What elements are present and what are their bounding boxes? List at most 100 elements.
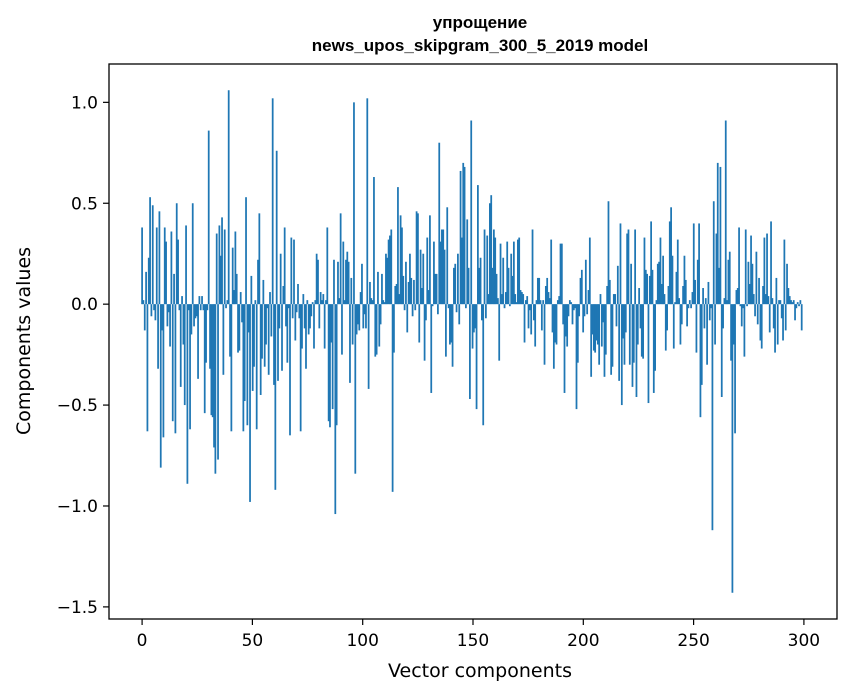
bar <box>718 267 720 305</box>
bar <box>145 271 147 305</box>
bar <box>459 170 462 305</box>
bar <box>463 166 466 305</box>
bar <box>562 304 565 325</box>
bar <box>362 304 365 329</box>
bar <box>672 304 675 349</box>
bar <box>619 223 622 305</box>
bar <box>155 227 158 305</box>
bar <box>326 227 329 305</box>
bar <box>779 300 782 305</box>
bar <box>469 304 471 400</box>
bar <box>337 261 339 305</box>
bar <box>599 294 602 305</box>
bar <box>499 243 502 305</box>
chart-subtitle: news_upos_skipgram_300_5_2019 model <box>312 36 648 55</box>
bar <box>503 304 506 309</box>
bar <box>473 304 475 333</box>
bar <box>648 275 651 305</box>
bar <box>290 237 293 305</box>
bar <box>285 304 287 327</box>
bar <box>462 162 465 305</box>
chart-title: упрощение <box>433 13 527 32</box>
bar <box>230 304 233 432</box>
bar <box>646 273 648 305</box>
bar <box>307 304 310 335</box>
bar <box>450 304 453 343</box>
bar <box>262 279 265 305</box>
bar <box>217 304 219 460</box>
bar <box>174 304 177 434</box>
bar <box>309 304 311 329</box>
bar <box>451 304 454 367</box>
bar <box>143 304 146 331</box>
bar <box>305 304 307 369</box>
bar <box>349 304 351 383</box>
bar <box>206 304 209 311</box>
bar <box>563 304 566 393</box>
bar <box>634 229 637 305</box>
bar <box>667 286 670 305</box>
bar <box>783 239 786 305</box>
bar <box>567 304 570 317</box>
bar <box>354 304 357 474</box>
bar <box>150 304 153 317</box>
bar <box>378 304 381 347</box>
bar <box>520 292 523 305</box>
bar <box>267 304 270 375</box>
bar <box>508 304 511 307</box>
x-tick-label: 100 <box>346 631 378 651</box>
bar <box>579 277 582 305</box>
bar <box>763 237 766 305</box>
bar <box>656 263 659 305</box>
bar <box>426 237 429 305</box>
bar <box>158 211 161 305</box>
x-tick-label: 150 <box>457 631 489 651</box>
bar <box>258 213 261 305</box>
bar <box>728 251 731 305</box>
bar <box>654 304 656 371</box>
bar <box>594 304 597 353</box>
y-tick-label: −0.5 <box>57 396 98 416</box>
bar <box>755 251 758 305</box>
bar <box>620 304 623 406</box>
bar <box>507 267 510 305</box>
bar <box>269 292 271 305</box>
bar <box>489 203 491 305</box>
bar <box>186 304 189 484</box>
bar <box>588 237 591 305</box>
bar <box>710 304 712 309</box>
bar <box>255 304 258 430</box>
bar <box>210 304 213 416</box>
bar <box>273 304 275 385</box>
bar <box>157 304 159 369</box>
bar <box>355 304 358 335</box>
bar <box>572 304 575 311</box>
bar <box>696 259 699 305</box>
bar <box>720 304 723 397</box>
bar <box>630 263 633 305</box>
bar <box>175 203 178 305</box>
bar <box>298 304 301 319</box>
bar <box>752 294 755 305</box>
bar <box>487 294 490 305</box>
bar <box>475 304 478 410</box>
bar <box>235 273 238 305</box>
bar <box>202 304 205 311</box>
bar <box>590 304 593 377</box>
bar <box>425 304 427 321</box>
bar <box>198 296 201 305</box>
bar <box>190 304 193 335</box>
bar <box>515 302 518 305</box>
bar <box>691 292 694 305</box>
bar <box>350 277 353 305</box>
bar <box>615 304 618 327</box>
bar <box>576 304 579 363</box>
bar <box>650 221 652 305</box>
bar <box>522 294 525 305</box>
bar <box>403 304 406 311</box>
bar <box>493 229 495 305</box>
bar <box>229 304 231 357</box>
bar <box>418 304 421 343</box>
bar <box>201 296 203 305</box>
